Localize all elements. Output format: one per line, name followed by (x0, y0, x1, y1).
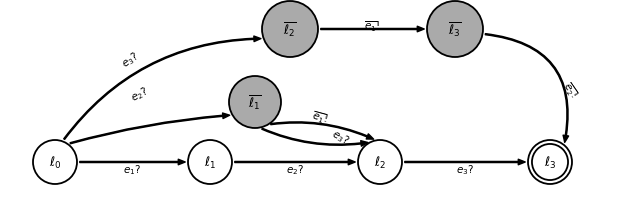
FancyArrowPatch shape (485, 35, 568, 143)
Text: $\overline{\ell_1}$: $\overline{\ell_1}$ (248, 93, 261, 112)
FancyArrowPatch shape (321, 27, 424, 33)
FancyArrowPatch shape (80, 159, 185, 165)
Circle shape (188, 140, 232, 184)
Circle shape (229, 77, 281, 128)
Circle shape (427, 2, 483, 58)
Circle shape (358, 140, 402, 184)
Circle shape (33, 140, 77, 184)
Text: $e_2?$: $e_2?$ (286, 162, 304, 176)
Text: $\overline{e_1}!$: $\overline{e_1}!$ (310, 108, 329, 126)
Text: $e_3?$: $e_3?$ (456, 162, 474, 176)
FancyArrowPatch shape (262, 129, 368, 146)
Text: $e_1?$: $e_1?$ (123, 162, 141, 176)
FancyArrowPatch shape (70, 114, 230, 144)
FancyArrowPatch shape (235, 159, 355, 165)
Text: $\ell_3$: $\ell_3$ (544, 154, 556, 170)
Text: $e_3?$: $e_3?$ (119, 49, 142, 70)
Text: $\overline{e_1}!$: $\overline{e_1}!$ (364, 20, 380, 34)
Text: $\overline{\ell_3}$: $\overline{\ell_3}$ (449, 21, 462, 39)
Text: $\overline{e_2}!$: $\overline{e_2}!$ (560, 79, 580, 100)
Text: $e_2?$: $e_2?$ (129, 84, 151, 105)
Text: $\ell_0$: $\ell_0$ (49, 154, 61, 170)
FancyArrowPatch shape (405, 159, 525, 165)
Circle shape (528, 140, 572, 184)
Text: $\ell_1$: $\ell_1$ (204, 154, 216, 170)
Text: $\overline{\ell_2}$: $\overline{\ell_2}$ (283, 21, 296, 39)
Text: $\ell_2$: $\ell_2$ (374, 154, 386, 170)
FancyArrowPatch shape (64, 37, 261, 140)
Text: $e_3?$: $e_3?$ (329, 127, 351, 148)
Circle shape (262, 2, 318, 58)
FancyArrowPatch shape (271, 122, 374, 140)
